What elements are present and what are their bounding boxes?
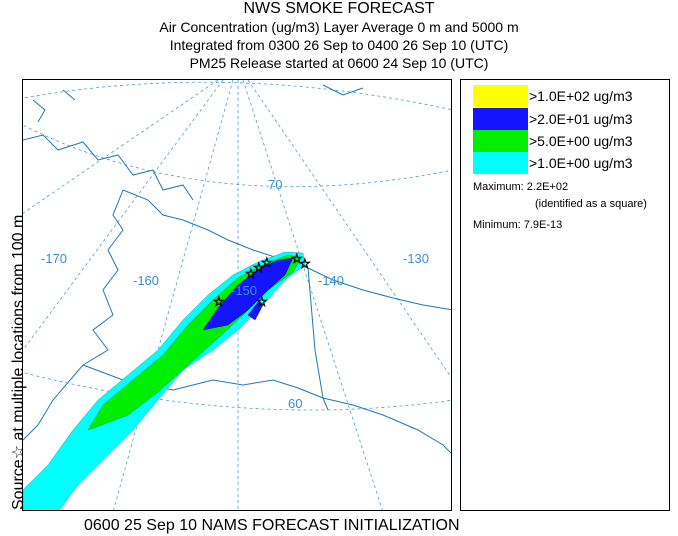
legend-swatch bbox=[473, 108, 528, 130]
maximum-note: (identified as a square) bbox=[535, 198, 647, 210]
parallel-60 bbox=[23, 372, 451, 411]
meridian-160 bbox=[113, 80, 234, 510]
integration-period: Integrated from 0300 26 Sep to 0400 26 S… bbox=[169, 37, 509, 53]
legend-swatch bbox=[473, 85, 528, 107]
border-line bbox=[307, 267, 329, 411]
source-star-icon: ☆ bbox=[245, 266, 257, 281]
coastlines bbox=[23, 84, 451, 454]
minimum-value: Minimum: 7.9E-13 bbox=[473, 219, 563, 231]
islands-north bbox=[32, 84, 364, 123]
source-star-icon: ☆ bbox=[256, 294, 268, 309]
concentration-subtitle: Air Concentration (ug/m3) Layer Average … bbox=[159, 19, 519, 35]
source-markers: ☆ ☆ ☆ ☆ ☆ ☆ ☆ bbox=[213, 251, 311, 310]
legend: >1.0E+02 ug/m3 >2.0E+01 ug/m3 >5.0E+00 u… bbox=[460, 79, 670, 511]
legend-item-level-2: >5.0E+00 ug/m3 bbox=[473, 130, 663, 152]
aleutians bbox=[23, 364, 84, 441]
source-star-icon: ☆ bbox=[253, 260, 265, 275]
map-canvas: ☆ ☆ ☆ ☆ ☆ ☆ ☆ -170 -160 -150 -140 -130 7… bbox=[23, 80, 451, 510]
source-star-icon: ☆ bbox=[261, 255, 273, 270]
parallel-70 bbox=[23, 124, 451, 188]
source-star-icon: ☆ bbox=[299, 256, 311, 271]
alaska-south-coast bbox=[82, 364, 451, 454]
lon-label-170: -170 bbox=[41, 251, 67, 266]
siberia-coast bbox=[23, 134, 194, 201]
plume-level-3 bbox=[202, 257, 294, 331]
alaska-north-coast bbox=[122, 189, 309, 269]
legend-label: >2.0E+01 ug/m3 bbox=[529, 111, 633, 127]
legend-label: >1.0E+02 ug/m3 bbox=[529, 88, 633, 104]
canada-coast bbox=[307, 267, 451, 311]
legend-swatch bbox=[473, 130, 528, 152]
meridian-180 bbox=[23, 80, 219, 214]
legend-swatch bbox=[473, 152, 528, 174]
alaska-west-coast bbox=[82, 189, 124, 366]
lat-label-60: 60 bbox=[288, 396, 302, 411]
legend-item-level-3: >2.0E+01 ug/m3 bbox=[473, 108, 663, 130]
meridian-170 bbox=[23, 80, 224, 351]
legend-label: >1.0E+00 ug/m3 bbox=[529, 155, 633, 171]
meridian-140 bbox=[242, 80, 383, 510]
meridian-130 bbox=[247, 80, 451, 378]
plume-level-3-east bbox=[247, 301, 264, 321]
parallel-80 bbox=[23, 81, 451, 110]
legend-item-level-1: >1.0E+00 ug/m3 bbox=[473, 152, 663, 174]
maximum-value: Maximum: 2.2E+02 bbox=[473, 181, 569, 193]
lon-label-150: -150 bbox=[231, 283, 257, 298]
source-star-icon: ☆ bbox=[291, 251, 303, 266]
lon-label-140: -140 bbox=[318, 273, 344, 288]
forecast-initialization: 0600 25 Sep 10 NAMS FORECAST INITIALIZAT… bbox=[84, 517, 460, 534]
graticule bbox=[23, 80, 451, 510]
smoke-plume bbox=[23, 251, 306, 510]
legend-label: >5.0E+00 ug/m3 bbox=[529, 133, 633, 149]
forecast-title: NWS SMOKE FORECAST bbox=[243, 0, 435, 17]
release-start: PM25 Release started at 0600 24 Sep 10 (… bbox=[189, 55, 489, 71]
lon-label-130: -130 bbox=[403, 251, 429, 266]
legend-item-level-4: >1.0E+02 ug/m3 bbox=[473, 85, 663, 107]
lat-label-70: 70 bbox=[268, 177, 282, 192]
source-star-icon: ☆ bbox=[213, 294, 225, 309]
lon-label-160: -160 bbox=[133, 273, 159, 288]
smoke-map: ☆ ☆ ☆ ☆ ☆ ☆ ☆ -170 -160 -150 -140 -130 7… bbox=[22, 79, 452, 511]
